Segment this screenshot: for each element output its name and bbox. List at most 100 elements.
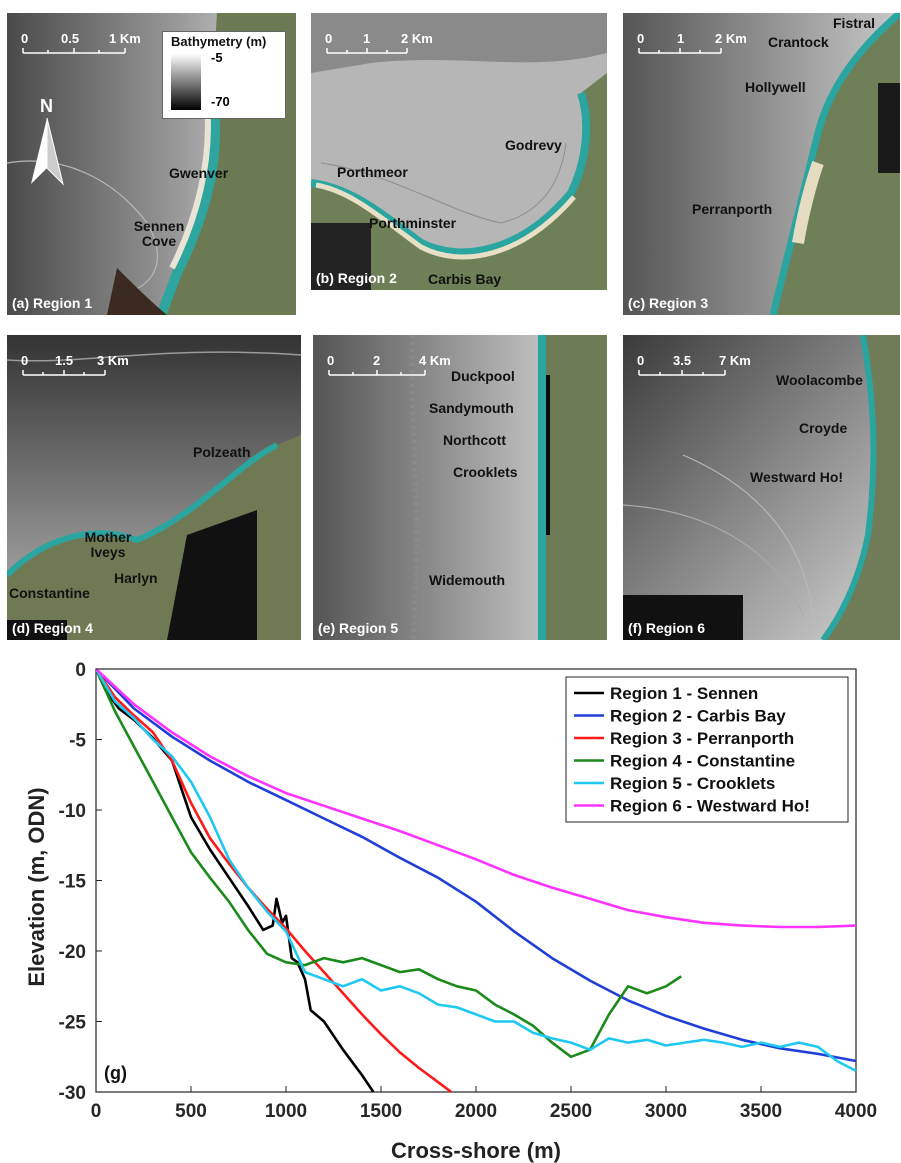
map-panel-region-5: 0 2 4 Km Duckpool Sandymouth Northcott C… <box>313 335 607 640</box>
scale-tick: 1.5 <box>55 353 74 368</box>
scale-tick: 0 <box>637 353 645 368</box>
map-panel-region-6: 0 3.5 7 Km Woolacombe Croyde Westward Ho… <box>623 335 900 640</box>
x-tick-label: 1000 <box>265 1101 307 1122</box>
y-tick-label: 0 <box>75 660 86 681</box>
x-tick-label: 1500 <box>360 1101 402 1122</box>
x-tick-label: 3500 <box>740 1101 782 1122</box>
series-line <box>95 668 857 929</box>
place-label: Carbis Bay <box>428 271 502 287</box>
place-label: Mother Iveys <box>84 529 132 560</box>
scale-tick: 3 Km <box>97 353 129 368</box>
y-axis-label: Elevation (m, ODN) <box>24 787 49 986</box>
place-label: Harlyn <box>114 570 158 586</box>
north-arrow: N <box>29 96 71 186</box>
scale-tick: 0 <box>21 31 29 46</box>
place-label: Perranporth <box>692 201 773 217</box>
legend: Region 1 - Sennen Region 2 - Carbis Bay Re… <box>565 676 849 823</box>
scale-tick: 0 <box>325 31 333 46</box>
place-label: Woolacombe <box>776 372 863 388</box>
panel-label: (b) Region 2 <box>316 270 397 286</box>
scale-tick: 2 Km <box>401 31 433 46</box>
bathymetry-legend: Bathymetry (m) -5 -70 <box>162 31 286 119</box>
map-panel-region-3: 0 1 2 Km Fistral Crantock Hollywell Perr… <box>623 13 900 315</box>
series-line <box>94 668 453 1094</box>
place-label: Gwenver <box>169 165 229 181</box>
x-tick-label: 2500 <box>550 1101 592 1122</box>
elevation-profile-chart: 0 500 1000 1500 2000 2500 3000 3500 4000 0 -5 -10 -1… <box>24 660 878 1163</box>
legend-colorbar <box>171 54 201 110</box>
place-label: Hollywell <box>745 79 806 95</box>
legend-entry: Region 6 - Westward Ho! <box>610 797 810 816</box>
map-region-5-imagery <box>313 335 607 640</box>
place-label: Croyde <box>799 420 848 436</box>
place-label: Crooklets <box>453 464 518 480</box>
scale-tick: 0.5 <box>61 31 80 46</box>
place-label: Porthmeor <box>337 164 408 180</box>
place-label: Porthminster <box>369 215 457 231</box>
scale-tick: 0 <box>21 353 29 368</box>
scale-tick: 4 Km <box>419 353 451 368</box>
legend-entry: Region 4 - Constantine <box>610 752 795 771</box>
axes: 0 500 1000 1500 2000 2500 3000 3500 4000 0 -5 -10 -1… <box>59 660 878 1122</box>
scale-bar: 0 0.5 1 Km <box>21 31 141 65</box>
scale-bar: 0 3.5 7 Km <box>637 353 751 387</box>
y-tick-label: -15 <box>59 872 87 893</box>
legend-low-value: -70 <box>211 94 230 109</box>
scale-tick: 0 <box>637 31 645 46</box>
place-label: Northcott <box>443 432 506 448</box>
scale-tick: 3.5 <box>673 353 692 368</box>
scale-tick: 1 <box>363 31 371 46</box>
series-line <box>94 668 857 1073</box>
legend-high-value: -5 <box>211 50 223 65</box>
panel-label: (c) Region 3 <box>628 295 709 311</box>
map-panel-region-4: 0 1.5 3 Km Polzeath Mother Iveys Harlyn … <box>7 335 301 640</box>
x-tick-label: 2000 <box>455 1101 497 1122</box>
panel-label: (f) Region 6 <box>628 620 705 636</box>
map-panel-region-1: 0 0.5 1 Km Bathymetry (m) -5 -70 N Gwenv… <box>7 13 296 315</box>
place-label: Duckpool <box>451 368 515 384</box>
series-line <box>94 668 682 1059</box>
legend-box <box>565 676 849 823</box>
x-tick-label: 3000 <box>645 1101 687 1122</box>
place-label: Widemouth <box>429 572 506 588</box>
map-region-2-imagery <box>311 13 607 290</box>
y-tick-label: -10 <box>59 801 86 822</box>
legend-title: Bathymetry (m) <box>171 34 267 49</box>
place-label: Fistral <box>833 15 876 31</box>
y-tick-label: -20 <box>59 942 86 963</box>
legend-entry: Region 5 - Crooklets <box>610 774 775 793</box>
legend-entry: Region 1 - Sennen <box>610 684 758 703</box>
panel-label-g: (g) <box>104 1063 127 1083</box>
x-axis-label: Cross-shore (m) <box>391 1138 561 1163</box>
scale-bar: 0 2 4 Km <box>327 353 451 387</box>
north-label: N <box>40 96 53 116</box>
map-region-6-imagery <box>623 335 900 640</box>
x-tick-label: 0 <box>91 1101 102 1122</box>
scale-tick: 7 Km <box>719 353 751 368</box>
scale-tick: 2 <box>373 353 381 368</box>
map-panel-region-2: 0 1 2 Km Godrevy Porthmeor Porthminster … <box>311 13 607 290</box>
scale-tick: 0 <box>327 353 335 368</box>
x-tick-label: 4000 <box>835 1101 877 1122</box>
series-layer <box>94 668 857 1094</box>
place-label: Sennen Cove <box>133 218 185 249</box>
panel-label: (e) Region 5 <box>318 620 399 636</box>
scale-bar: 0 1.5 3 Km <box>21 353 131 387</box>
north-arrow-icon <box>31 118 64 186</box>
panel-label: (a) Region 1 <box>12 295 93 311</box>
map-region-4-imagery <box>7 335 301 640</box>
scale-bar: 0 1 2 Km <box>325 31 435 65</box>
place-label: Sandymouth <box>429 400 514 416</box>
series-line <box>95 668 857 1063</box>
panel-label: (d) Region 4 <box>12 620 93 636</box>
y-tick-label: -25 <box>59 1013 87 1034</box>
scale-tick: 1 Km <box>109 31 141 46</box>
place-label: Westward Ho! <box>750 469 844 485</box>
scale-tick: 1 <box>677 31 685 46</box>
scale-tick: 2 Km <box>715 31 747 46</box>
map-region-3-imagery <box>623 13 900 315</box>
legend-entry: Region 2 - Carbis Bay <box>610 707 786 726</box>
scale-bar: 0 1 2 Km <box>637 31 747 65</box>
place-label: Polzeath <box>193 444 251 460</box>
place-label: Crantock <box>768 34 829 50</box>
